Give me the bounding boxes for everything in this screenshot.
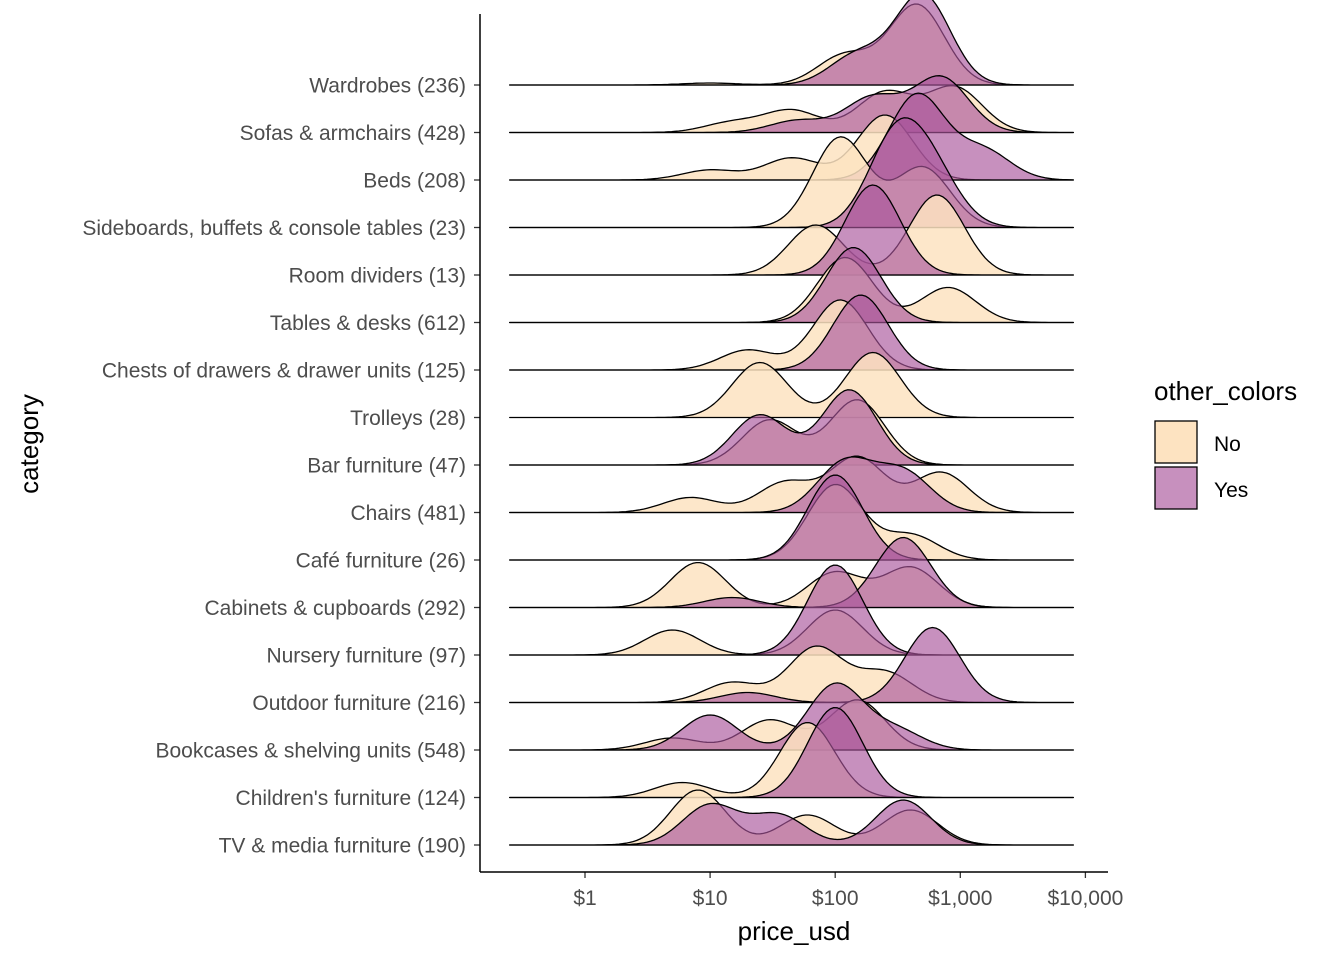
category-label: Nursery furniture (97) (266, 645, 466, 668)
ridge-yes-wardrobes-236 (509, 0, 1074, 86)
category-label: Café furniture (26) (296, 550, 466, 573)
category-label: Bar furniture (47) (307, 455, 466, 478)
x-axis-title: price_usd (738, 916, 851, 946)
ridge-yes-chairs-481 (509, 456, 1074, 514)
ridge-yes-chests-of-drawers-drawer-units-125 (509, 294, 1074, 371)
category-label: TV & media furniture (190) (219, 835, 466, 858)
x-axis-ticks: $1 $10 $100 $1,000 $10,000 (573, 872, 1123, 910)
category-label: Trolleys (28) (350, 407, 466, 430)
x-tick-label: $1,000 (928, 887, 992, 910)
category-label: Chests of drawers & drawer units (125) (102, 360, 466, 383)
x-tick-label: $1 (573, 887, 596, 910)
category-label: Bookcases & shelving units (548) (156, 740, 467, 763)
category-label: Cabinets & cupboards (292) (205, 597, 467, 620)
y-axis-title: category (14, 394, 44, 494)
legend: other_colors No Yes (1154, 376, 1297, 510)
legend-swatch-yes (1154, 466, 1198, 510)
ridge-yes-outdoor-furniture-216 (509, 626, 1074, 704)
legend-title: other_colors (1154, 376, 1297, 406)
legend-swatch-no (1154, 420, 1198, 464)
x-tick-label: $10 (693, 887, 728, 910)
category-label: Tables & desks (612) (270, 312, 466, 335)
ridge-no-wardrobes-236 (509, 3, 1074, 86)
category-label: Beds (208) (363, 170, 466, 193)
legend-label-no: No (1214, 433, 1241, 456)
ridge-yes-nursery-furniture-97 (509, 564, 1074, 656)
ridge-yes-room-dividers-13 (509, 184, 1074, 276)
x-tick-label: $10,000 (1047, 887, 1123, 910)
category-labels: Wardrobes (236) Sofas & armchairs (428) Be… (82, 75, 466, 858)
ridge-no-cabinets-cupboards-292 (509, 561, 1074, 609)
category-label: Room dividers (13) (289, 265, 466, 288)
ridge-yes-cabinets-cupboards-292 (509, 536, 1074, 609)
category-label: Outdoor furniture (216) (252, 692, 466, 715)
y-axis-ticks (474, 84, 480, 846)
ridge-yes-tables-desks-612 (509, 246, 1074, 324)
ridge-yes-tv-media-furniture-190 (509, 799, 1074, 846)
x-tick-label: $100 (812, 887, 859, 910)
ridges-group (509, 0, 1074, 846)
legend-label-yes: Yes (1214, 479, 1248, 502)
ridge-no-room-dividers-13 (509, 194, 1074, 276)
category-label: Sofas & armchairs (428) (240, 122, 466, 145)
category-label: Children's furniture (124) (236, 787, 466, 810)
category-label: Wardrobes (236) (309, 75, 466, 98)
ridge-yes-caf-furniture-26 (509, 474, 1074, 561)
category-label: Sideboards, buffets & console tables (23… (82, 217, 466, 240)
ridge-no-trolleys-28 (509, 351, 1074, 419)
ridge-yes-bar-furniture-47 (509, 389, 1074, 466)
category-label: Chairs (481) (350, 502, 466, 525)
ridge-yes-children-s-furniture-124 (509, 706, 1074, 799)
